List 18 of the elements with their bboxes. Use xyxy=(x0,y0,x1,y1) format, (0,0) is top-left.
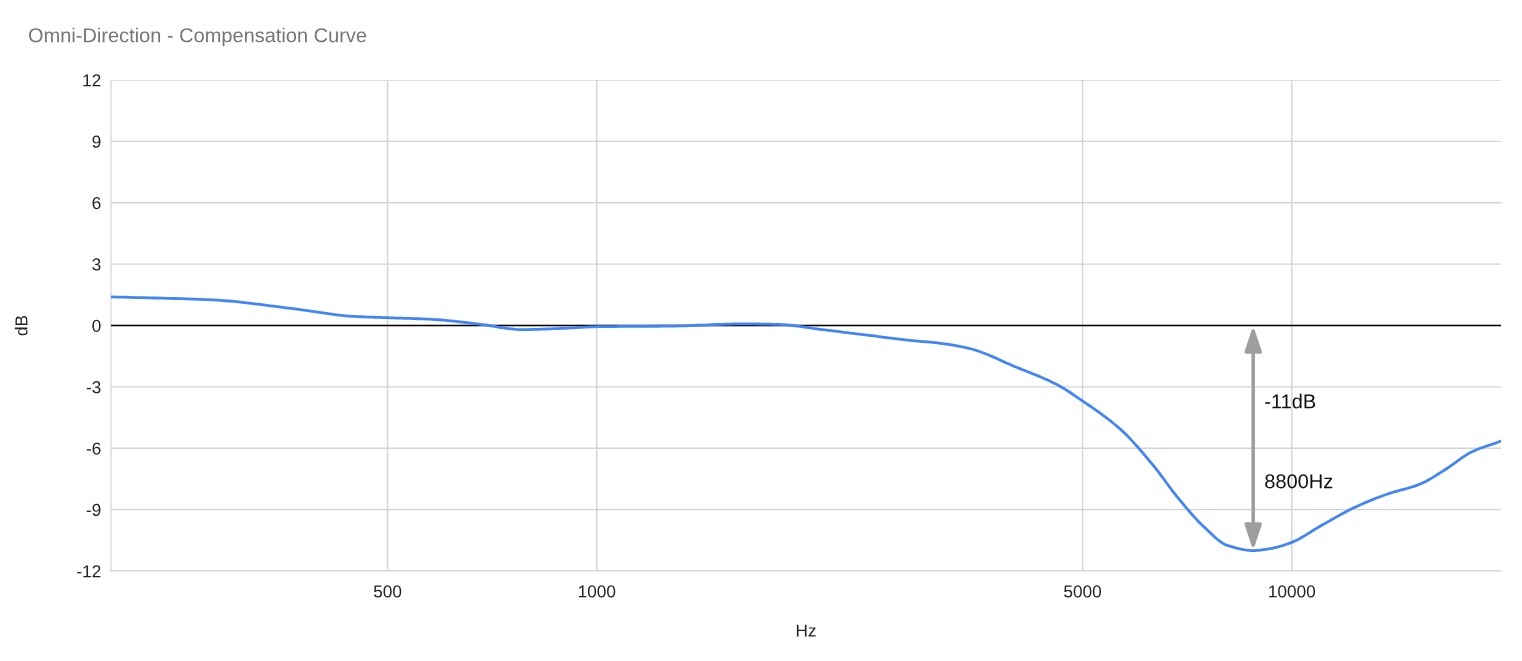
y-tick-label: 3 xyxy=(92,258,101,271)
annotation: 8800Hz xyxy=(1265,474,1333,489)
x-tick-label: 1000 xyxy=(578,585,616,598)
y-tick-label: 9 xyxy=(92,135,101,148)
x-tick-label: 5000 xyxy=(1064,585,1102,598)
y-tick-label: -9 xyxy=(86,503,101,517)
y-tick-label: 6 xyxy=(92,196,101,210)
y-axis-title: dB xyxy=(14,315,28,336)
y-tick-label: -6 xyxy=(86,442,101,455)
y-tick-label: 12 xyxy=(83,74,101,87)
y-tick-label: 0 xyxy=(92,319,101,332)
y-tick-label: -12 xyxy=(77,565,101,578)
y-tick-label: -3 xyxy=(86,381,101,394)
x-tick-label: 500 xyxy=(373,585,402,598)
chart-title: Omni-Direction - Compensation Curve xyxy=(28,27,367,47)
x-axis-title: Hz xyxy=(796,624,816,637)
x-tick-label: 10000 xyxy=(1269,585,1316,598)
annotation: -11dB xyxy=(1265,393,1316,409)
